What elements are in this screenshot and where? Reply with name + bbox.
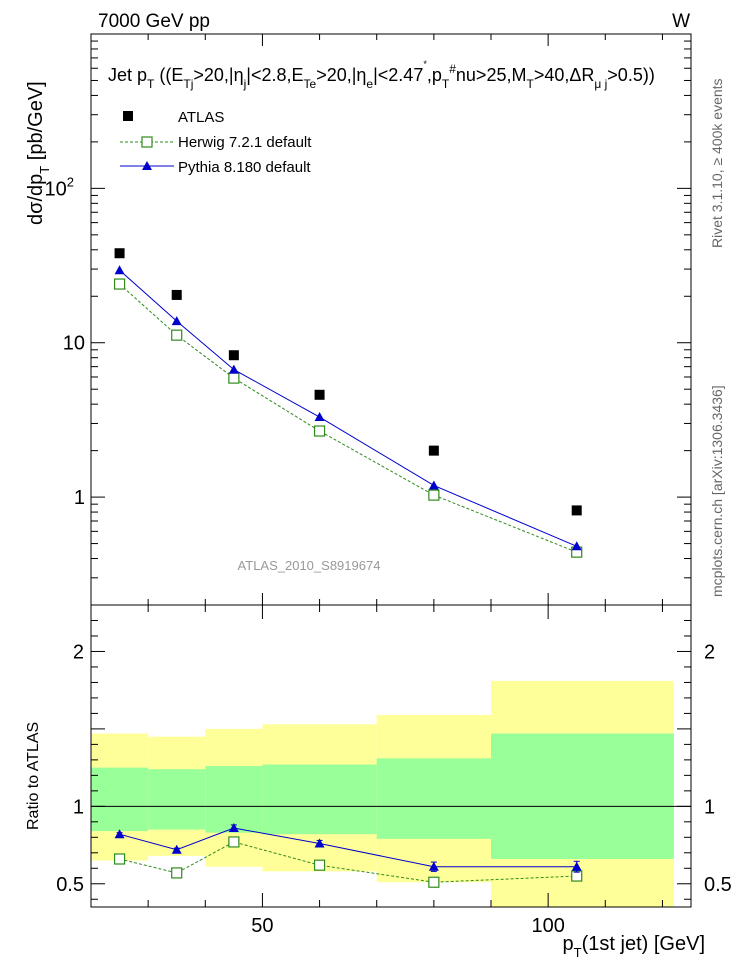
atlas-point bbox=[428, 445, 439, 456]
atlas-point bbox=[228, 350, 239, 361]
main-title: Jet pT ((ETj>20,|ηj|<2.8,ETe>20,|ηe|<2.4… bbox=[108, 59, 655, 91]
main-ytick-label: 102 bbox=[45, 174, 74, 200]
main-ytick-label: 10 bbox=[63, 333, 85, 355]
ratio-band-green bbox=[205, 766, 263, 833]
ratio-ticks bbox=[90, 604, 691, 907]
ratio-pythia-point bbox=[571, 861, 582, 871]
ratio-xlabel: pT(1st jet) [GeV] bbox=[563, 933, 705, 960]
ratio-ytick-label-right: 1 bbox=[704, 796, 715, 818]
pythia-point bbox=[228, 364, 239, 374]
herwig-point bbox=[113, 278, 126, 290]
ratio-herwig-point bbox=[113, 853, 126, 865]
ratio-xtick-label: 50 bbox=[251, 915, 273, 937]
ratio-pythia-line bbox=[119, 827, 577, 868]
pythia-point bbox=[171, 316, 182, 326]
legend: ATLAS Herwig 7.2.1 default Pythia 8.180 … bbox=[120, 109, 312, 176]
legend-atlas-marker bbox=[123, 111, 133, 121]
ratio-pythia-point bbox=[428, 861, 439, 871]
ratio-band-green bbox=[491, 733, 674, 859]
ratio-pythia-point bbox=[228, 823, 239, 833]
ratio-pythia-point bbox=[171, 844, 182, 854]
ratio-panel: 0.5 0.5 1 1 2 2 50 100 Ratio to ATLAS pT(1st j… bbox=[25, 604, 732, 960]
atlas-point bbox=[114, 248, 125, 259]
ratio-band-green bbox=[262, 764, 377, 835]
ratio-band-green bbox=[148, 769, 206, 830]
pythia-line bbox=[119, 269, 577, 547]
herwig-line bbox=[119, 283, 577, 553]
herwig-point bbox=[428, 489, 440, 501]
ratio-ytick-label-right: 2 bbox=[704, 641, 715, 663]
analysis-watermark: ATLAS_2010_S8919674 bbox=[238, 558, 381, 573]
ratio-bands bbox=[91, 680, 674, 907]
legend-pythia-label: Pythia 8.180 default bbox=[178, 159, 311, 176]
ratio-ytick-labels: 0.5 0.5 1 1 2 2 bbox=[56, 641, 732, 895]
atlas-point bbox=[571, 505, 582, 516]
energy-label: 7000 GeV pp bbox=[98, 11, 210, 32]
ratio-herwig-point bbox=[171, 867, 183, 879]
main-ytick-labels: 1 10 102 bbox=[45, 174, 85, 509]
main-series bbox=[113, 248, 583, 558]
herwig-point bbox=[228, 372, 240, 384]
ratio-herwig-line bbox=[119, 841, 577, 883]
process-label: W bbox=[672, 11, 690, 32]
ratio-ytick-label-left: 1 bbox=[73, 796, 84, 818]
ratio-pythia-point bbox=[314, 838, 325, 848]
ratio-herwig-point bbox=[228, 836, 240, 848]
pythia-point bbox=[114, 265, 125, 275]
ratio-herwig-point bbox=[428, 876, 440, 888]
ratio-xtick-labels: 50 100 bbox=[251, 915, 565, 937]
main-panel: 1 10 102 Jet pT ((ETj>20,|ηj|<2.8,ETe>20,|… bbox=[25, 33, 692, 606]
legend-herwig-marker bbox=[141, 136, 153, 148]
rivet-label: Rivet 3.1.10, ≥ 400k events bbox=[709, 78, 725, 248]
pythia-point bbox=[428, 480, 439, 490]
herwig-point bbox=[313, 425, 326, 437]
pythia-point bbox=[314, 412, 325, 422]
legend-atlas-label: ATLAS bbox=[178, 109, 224, 126]
main-ylabel: dσ/dpT [pb/GeV] bbox=[25, 81, 52, 225]
ratio-ylabel: Ratio to ATLAS bbox=[25, 722, 42, 830]
ratio-band-green bbox=[91, 767, 149, 832]
pythia-point bbox=[571, 541, 582, 551]
ratio-ytick-label-right: 0.5 bbox=[704, 874, 732, 896]
ratio-herwig-point bbox=[313, 859, 326, 871]
legend-pythia-marker bbox=[142, 161, 152, 170]
mcplots-label: mcplots.cern.ch [arXiv:1306.3436] bbox=[709, 385, 725, 597]
herwig-point bbox=[171, 329, 183, 341]
ratio-pythia-point bbox=[114, 829, 125, 839]
ratio-frame bbox=[90, 604, 692, 908]
atlas-point bbox=[171, 289, 182, 300]
ratio-band-green bbox=[376, 758, 491, 839]
ratio-ytick-label-left: 0.5 bbox=[56, 874, 84, 896]
main-ytick-label: 1 bbox=[74, 487, 85, 509]
ratio-xtick-label: 100 bbox=[531, 915, 564, 937]
atlas-point bbox=[314, 389, 325, 400]
ratio-ytick-label-left: 2 bbox=[73, 641, 84, 663]
legend-herwig-label: Herwig 7.2.1 default bbox=[178, 134, 312, 151]
ratio-series bbox=[113, 823, 583, 888]
